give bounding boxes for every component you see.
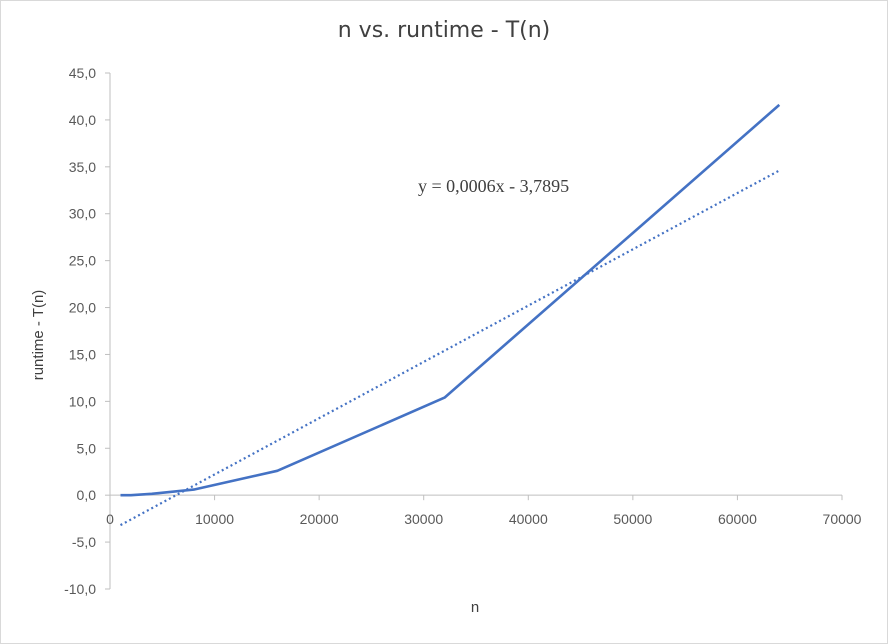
trendline-equation: y = 0,0006x - 3,7895 [418,176,570,196]
y-tick-label: 0,0 [77,487,97,503]
x-tick-label: 20000 [300,511,339,527]
y-tick-label: 40,0 [69,112,96,128]
x-tick-label: 50000 [613,511,652,527]
trendline [119,169,780,527]
x-tick-label: 40000 [509,511,548,527]
x-tick-label: 30000 [404,511,443,527]
y-axis-label: runtime - T(n) [30,290,47,381]
series-line [120,103,781,497]
x-axis-label: n [471,599,479,616]
x-tick-label: 60000 [718,511,757,527]
x-tick-label: 70000 [823,511,862,527]
y-tick-label: 30,0 [69,206,96,222]
x-tick-label: 10000 [195,511,234,527]
y-tick-label: -10,0 [64,581,96,597]
y-tick-label: 10,0 [69,393,96,409]
chart-title: n vs. runtime - T(n) [337,18,551,43]
axes [105,72,843,590]
y-tick-label: 25,0 [69,253,96,269]
tick-labels: -10,0 -5,0 0,0 5,0 10,0 15,0 20,0 25,0 30,0 35,0 4… [64,65,862,597]
x-tick-label: 0 [106,511,114,527]
y-tick-label: 45,0 [69,65,96,81]
y-tick-label: -5,0 [72,534,96,550]
y-tick-label: 20,0 [69,300,96,316]
y-tick-label: 35,0 [69,159,96,175]
y-tick-label: 5,0 [77,440,97,456]
y-tick-label: 15,0 [69,346,96,362]
